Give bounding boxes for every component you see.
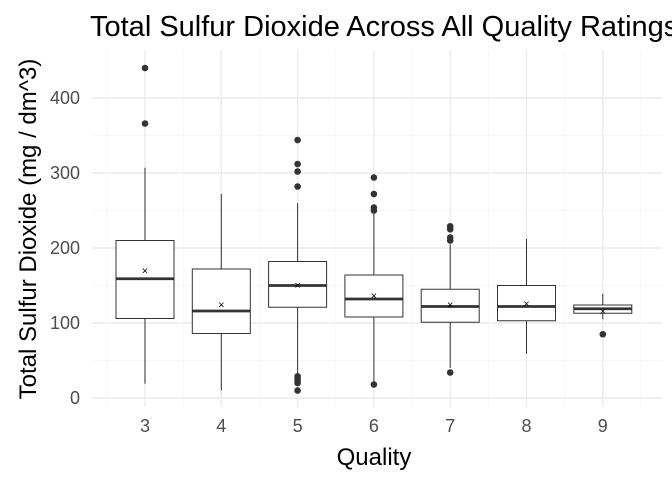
x-tick-label: 7 [445,416,455,436]
outlier-point [370,381,378,388]
outlier-point [294,136,301,144]
y-axis-title: Total Sulfur Dioxide (mg / dm^3) [15,59,42,400]
x-tick-label: 5 [293,416,303,436]
outlier-point [141,64,149,72]
outlier-point [294,183,301,190]
outlier-point [141,120,149,127]
chart-title: Total Sulfur Dioxide Across All Quality … [90,11,672,43]
y-tick-label: 200 [50,238,80,258]
mean-marker: × [294,280,300,292]
mean-marker: × [218,299,224,311]
outlier-point [370,204,378,211]
mean-marker: × [371,290,377,302]
outlier-point [370,174,378,181]
outlier-point [294,168,301,175]
outlier-point [294,160,301,168]
box [191,268,251,334]
outlier-point [370,190,378,198]
outlier-point [294,387,301,394]
mean-marker: × [447,299,453,311]
x-axis-title: Quality [337,444,412,471]
y-tick-label: 300 [50,163,80,183]
outlier-point [446,369,454,376]
x-tick-label: 6 [369,416,379,436]
mean-marker: × [523,299,529,311]
mean-marker: × [142,266,148,278]
outlier-point [294,372,301,380]
y-tick-label: 0 [70,388,80,408]
box [344,274,404,318]
outlier-point [446,234,454,241]
y-tick-label: 100 [50,313,80,333]
outlier-point [446,222,454,230]
mean-marker: × [600,306,606,318]
outlier-point [599,330,607,338]
box [497,285,556,322]
y-tick-label: 400 [50,88,80,108]
x-tick-label: 9 [598,416,608,436]
x-tick-label: 3 [140,416,150,436]
x-tick-label: 4 [216,416,226,436]
x-tick-label: 8 [521,416,531,436]
